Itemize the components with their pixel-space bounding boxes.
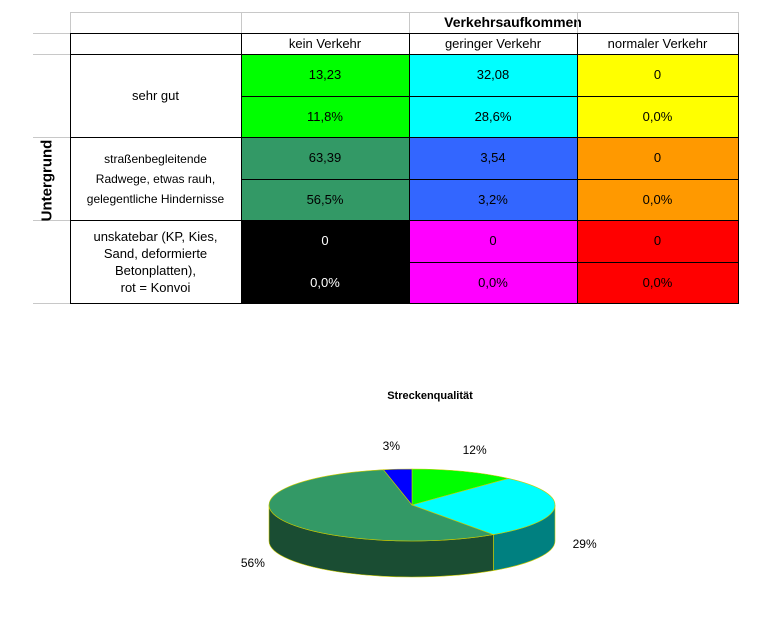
grid-line (33, 220, 70, 221)
row-label-1: sehr gut (70, 54, 241, 137)
grid-line (70, 12, 738, 13)
grid-line (241, 178, 738, 180)
chart-title: Streckenqualität (387, 390, 473, 402)
grid-line (738, 33, 739, 304)
grid-line (33, 137, 70, 138)
grid-line (70, 220, 738, 221)
grid-line (241, 33, 242, 304)
percent-cell: 0,0% (409, 261, 577, 303)
row-label-line: sehr gut (132, 88, 179, 103)
grid-line (409, 261, 738, 263)
grid-line (409, 12, 410, 33)
value-cell: 0 (241, 220, 409, 262)
column-header: normaler Verkehr (607, 36, 708, 51)
grid-line (577, 12, 578, 33)
value-cell: 32,08 (409, 54, 577, 96)
value-cell: 63,39 (241, 137, 409, 179)
pie-slice-label: 3% (382, 439, 400, 454)
grid-line (70, 12, 71, 33)
pie-slice-3 (268, 469, 495, 542)
row-label-line: gelegentliche Hindernisse (86, 191, 225, 206)
row-label-line: unskatebar (KP, Kies, (93, 228, 218, 244)
pie-slice-4 (382, 468, 413, 506)
pie-slice-label: 29% (572, 536, 597, 551)
percent-cell: 0,0% (577, 261, 738, 303)
grid-line (241, 12, 242, 33)
percent-cell: 0,0% (577, 178, 738, 220)
grid-line (33, 303, 70, 304)
row-label-2: straßenbegleitende Radwege, etwas rauh, ge… (70, 137, 241, 220)
grid-line (577, 33, 578, 304)
pie-slice-2 (411, 478, 556, 535)
percent-cell: 3,2% (409, 178, 577, 220)
percent-cell: 0,0% (241, 261, 409, 303)
percent-cell: 11,8% (241, 95, 409, 137)
row-label-line: Sand, deformierte (103, 245, 208, 261)
column-header: geringer Verkehr (444, 36, 542, 51)
grid-line (33, 54, 70, 55)
value-cell: 3,54 (409, 137, 577, 179)
row-label-line: Radwege, etwas rauh, (95, 171, 216, 186)
grid-line (241, 95, 738, 97)
grid-line (70, 303, 738, 304)
row-label-3: unskatebar (KP, Kies, Sand, deformierte Be… (70, 220, 241, 303)
grid-line (409, 33, 410, 304)
value-cell: 0 (577, 220, 738, 262)
pie-slice-label: 56% (240, 555, 265, 570)
value-cell: 13,23 (241, 54, 409, 96)
grid-line (70, 137, 738, 138)
grid-line (70, 54, 738, 55)
grid-line (70, 33, 71, 304)
percent-cell: 28,6% (409, 95, 577, 137)
grid-line (70, 33, 738, 34)
row-label-line: Betonplatten), (115, 262, 196, 278)
value-cell: 0 (577, 54, 738, 96)
column-header: kein Verkehr (288, 36, 362, 51)
row-label-line: straßenbegleitende (104, 151, 207, 166)
grid-line (738, 12, 739, 33)
row-label-line: rot = Konvoi (120, 279, 191, 295)
percent-cell: 0,0% (577, 95, 738, 137)
value-cell: 0 (409, 220, 577, 262)
pie-slice-1 (411, 468, 509, 506)
value-cell: 0 (577, 137, 738, 179)
percent-cell: 56,5% (241, 178, 409, 220)
column-group-header: Verkehrsaufkommen (444, 14, 582, 30)
pie-slice-label: 12% (462, 442, 487, 457)
